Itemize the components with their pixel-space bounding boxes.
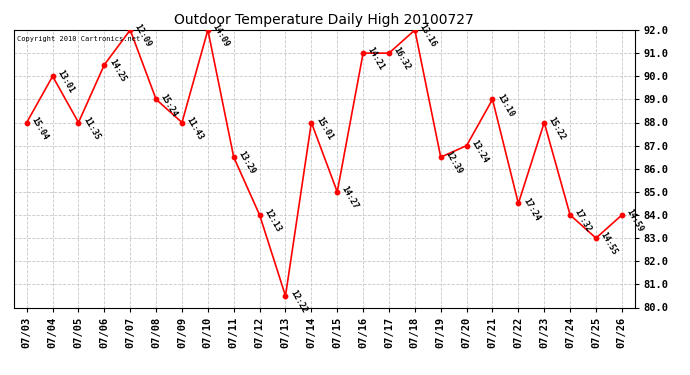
Text: 13:24: 13:24 [469,138,490,165]
Point [177,120,188,126]
Point [150,96,161,102]
Point [332,189,343,195]
Point [513,200,524,206]
Text: 14:55: 14:55 [599,231,619,257]
Point [280,293,291,299]
Text: 12:22: 12:22 [288,289,308,315]
Text: 12:39: 12:39 [444,150,464,176]
Text: 17:32: 17:32 [573,208,593,234]
Point [357,50,368,56]
Point [125,27,136,33]
Text: 12:09: 12:09 [133,23,153,49]
Text: 13:10: 13:10 [495,92,515,118]
Text: 15:24: 15:24 [159,92,179,118]
Text: 14:27: 14:27 [340,184,360,211]
Point [539,120,550,126]
Point [461,142,472,148]
Point [306,120,317,126]
Text: 13:01: 13:01 [55,69,76,95]
Point [202,27,213,33]
Point [564,212,575,218]
Text: 15:01: 15:01 [314,115,335,141]
Text: 11:43: 11:43 [185,115,205,141]
Text: 16:32: 16:32 [392,46,412,72]
Text: 17:24: 17:24 [521,196,542,222]
Point [99,62,110,68]
Title: Outdoor Temperature Daily High 20100727: Outdoor Temperature Daily High 20100727 [175,13,474,27]
Text: 14:25: 14:25 [107,57,128,84]
Text: 14:59: 14:59 [624,208,645,234]
Text: 12:13: 12:13 [262,208,283,234]
Point [487,96,498,102]
Text: 14:09: 14:09 [210,23,231,49]
Point [435,154,446,160]
Point [73,120,84,126]
Point [21,120,32,126]
Point [409,27,420,33]
Text: 14:21: 14:21 [366,46,386,72]
Point [616,212,627,218]
Text: Copyright 2010 Cartronics.net: Copyright 2010 Cartronics.net [17,36,140,42]
Point [254,212,265,218]
Text: 13:16: 13:16 [417,23,438,49]
Point [228,154,239,160]
Text: 15:22: 15:22 [547,115,567,141]
Text: 13:29: 13:29 [237,150,257,176]
Point [384,50,395,56]
Point [47,73,58,79]
Text: 15:04: 15:04 [30,115,50,141]
Text: 11:35: 11:35 [81,115,101,141]
Point [591,235,602,241]
